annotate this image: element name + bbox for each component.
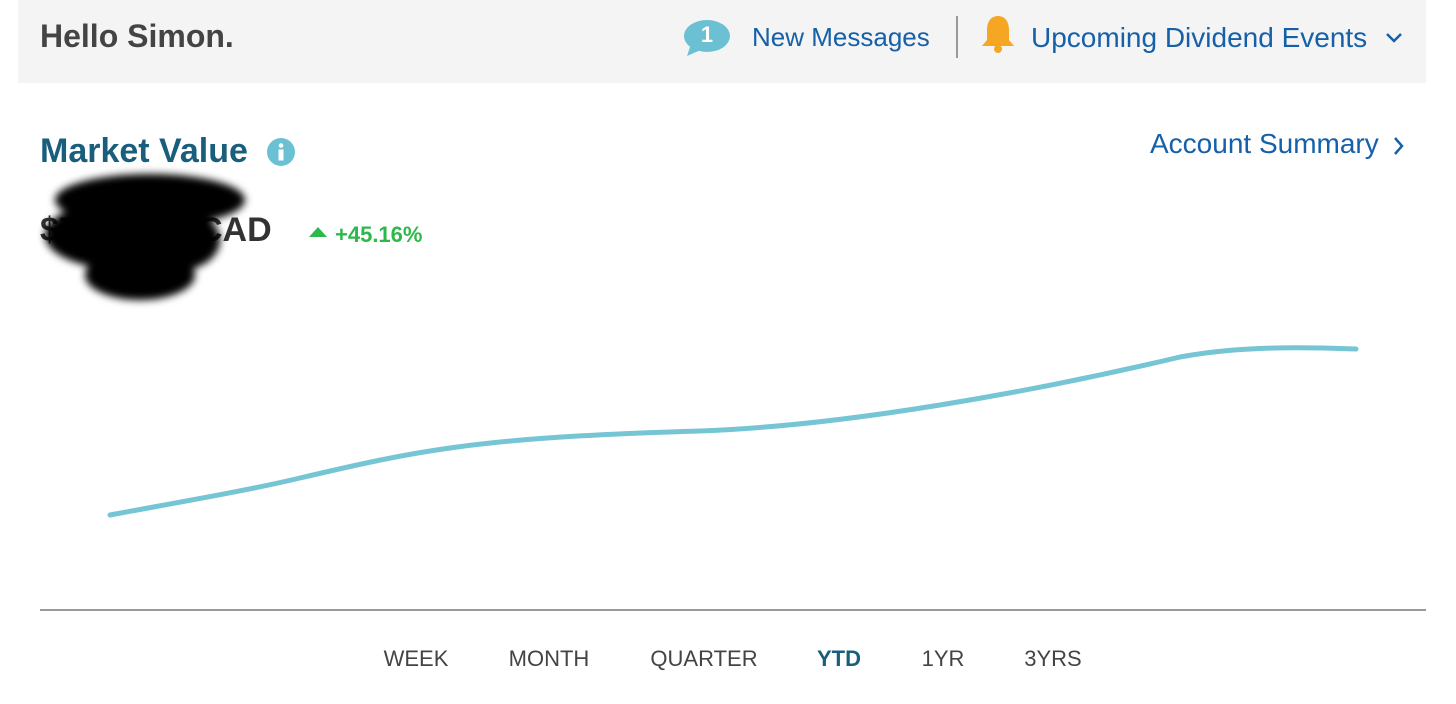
up-arrow bbox=[309, 227, 327, 237]
market-value-title: Market Value bbox=[40, 132, 248, 170]
tab[interactable]: 3YRS bbox=[1024, 646, 1082, 671]
message-icon[interactable] bbox=[683, 18, 731, 58]
messages-link[interactable]: New Messages bbox=[752, 22, 930, 52]
tab[interactable]: MONTH bbox=[508, 646, 590, 671]
divider bbox=[956, 16, 958, 58]
trend-line bbox=[107, 345, 1359, 518]
chevron-right bbox=[1394, 137, 1404, 155]
change: +45.16% bbox=[335, 222, 423, 247]
info-icon[interactable] bbox=[266, 137, 296, 167]
account-summary-link[interactable]: Account Summary bbox=[1150, 128, 1379, 159]
message-count: 1 bbox=[700, 22, 714, 47]
bell-icon[interactable] bbox=[980, 14, 1016, 54]
tab[interactable]: 1YR bbox=[921, 646, 965, 671]
chevron-down bbox=[1386, 33, 1402, 43]
tab[interactable]: WEEK bbox=[383, 646, 449, 671]
tab[interactable]: QUARTER bbox=[650, 646, 758, 671]
dividend-link[interactable]: Upcoming Dividend Events bbox=[1031, 22, 1368, 53]
tab[interactable]: YTD bbox=[817, 646, 861, 671]
redaction bbox=[45, 174, 245, 300]
greeting: Hello Simon. bbox=[40, 18, 234, 54]
